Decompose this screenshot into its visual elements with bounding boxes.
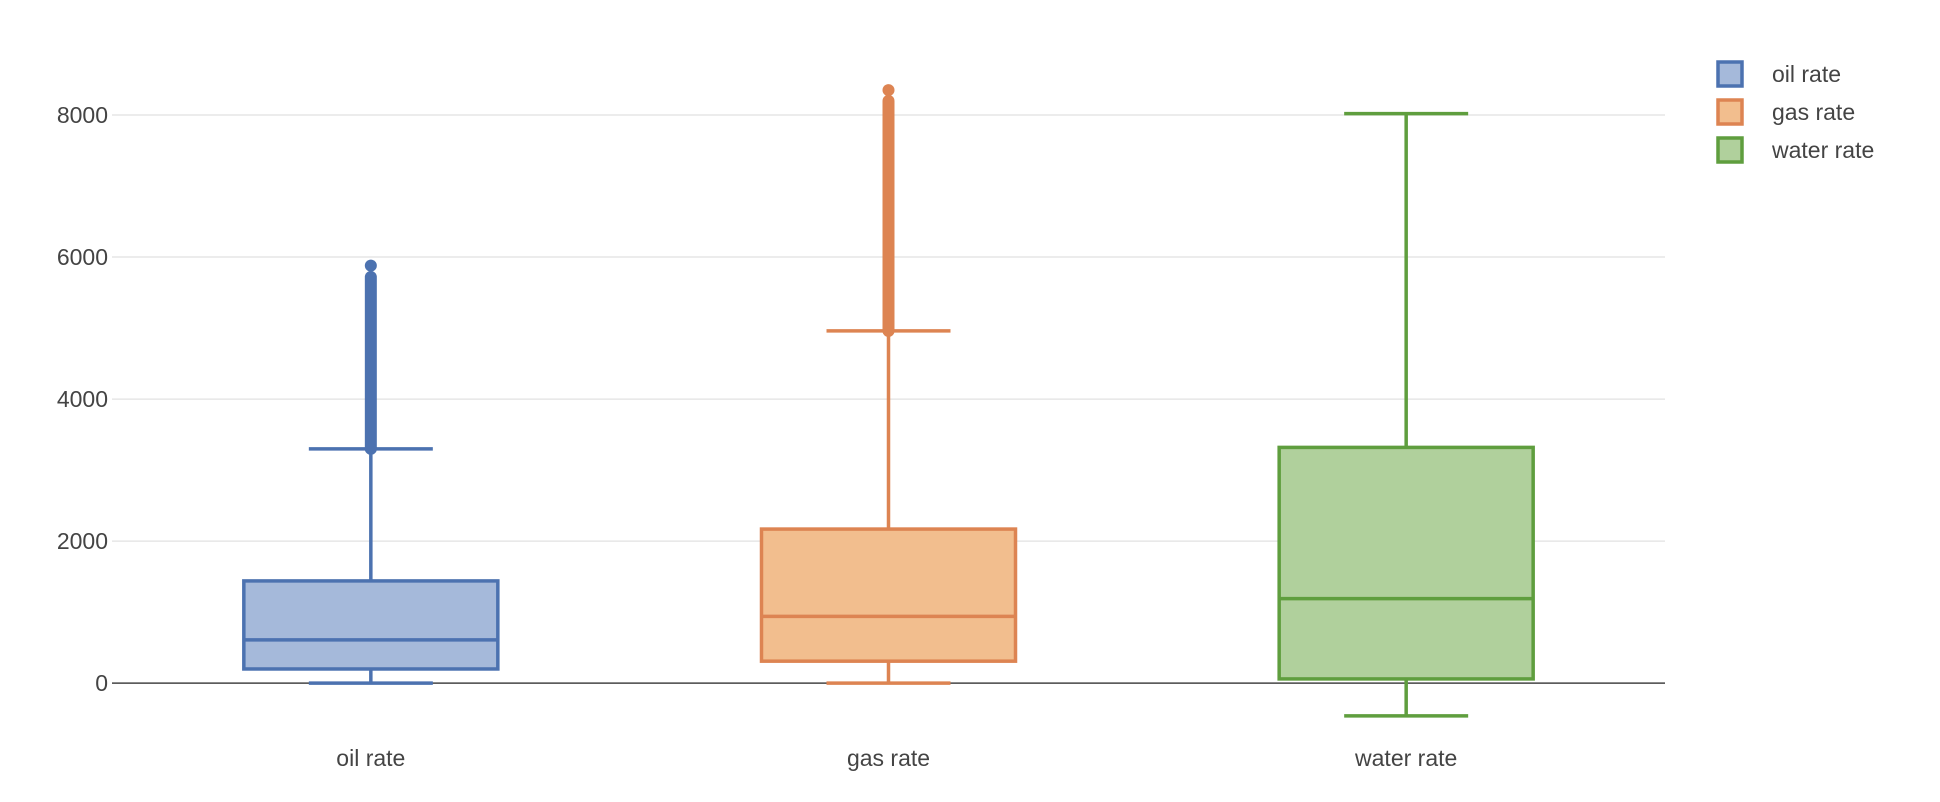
box-water-rate <box>1277 111 1535 718</box>
legend-swatch-oil-rate <box>1716 60 1744 88</box>
legend-label-water-rate: water rate <box>1771 137 1874 163</box>
box-series <box>242 84 1535 718</box>
iqr-box-gas-rate <box>759 527 1018 663</box>
y-tick-label-8000: 8000 <box>57 102 108 128</box>
y-tick-label-6000: 6000 <box>57 244 108 270</box>
outliers-oil-rate <box>364 259 377 455</box>
legend-item-gas-rate[interactable]: gas rate <box>1716 98 1855 126</box>
legend-label-gas-rate: gas rate <box>1772 99 1855 125</box>
x-tick-label-oil-rate: oil rate <box>336 745 405 771</box>
legend-swatch-water-rate <box>1716 136 1744 164</box>
iqr-box-water-rate <box>1277 445 1535 681</box>
y-tick-label-4000: 4000 <box>57 386 108 412</box>
box-gas-rate <box>759 84 1018 685</box>
legend-label-oil-rate: oil rate <box>1772 61 1841 87</box>
outlier-point-low-gas-rate <box>882 324 895 337</box>
legend-swatch-gas-rate <box>1716 98 1744 126</box>
legend-item-oil-rate[interactable]: oil rate <box>1716 60 1841 88</box>
outliers-gas-rate <box>882 84 895 337</box>
y-axis: 0 2000 4000 6000 8000 <box>57 102 108 696</box>
legend-item-water-rate[interactable]: water rate <box>1716 136 1874 164</box>
x-tick-label-water-rate: water rate <box>1354 745 1457 771</box>
x-axis: oil rate gas rate water rate <box>336 745 1457 771</box>
outlier-point-low-oil-rate <box>364 442 377 455</box>
outlier-point-max-gas-rate <box>882 84 895 97</box>
iqr-box-oil-rate <box>242 579 500 671</box>
legend[interactable]: oil rate gas rate water rate <box>1716 60 1874 164</box>
y-tick-label-0: 0 <box>95 670 108 696</box>
x-tick-label-gas-rate: gas rate <box>847 745 930 771</box>
box-oil-rate <box>242 259 500 685</box>
outlier-point-max-oil-rate <box>364 259 377 272</box>
y-tick-label-2000: 2000 <box>57 528 108 554</box>
